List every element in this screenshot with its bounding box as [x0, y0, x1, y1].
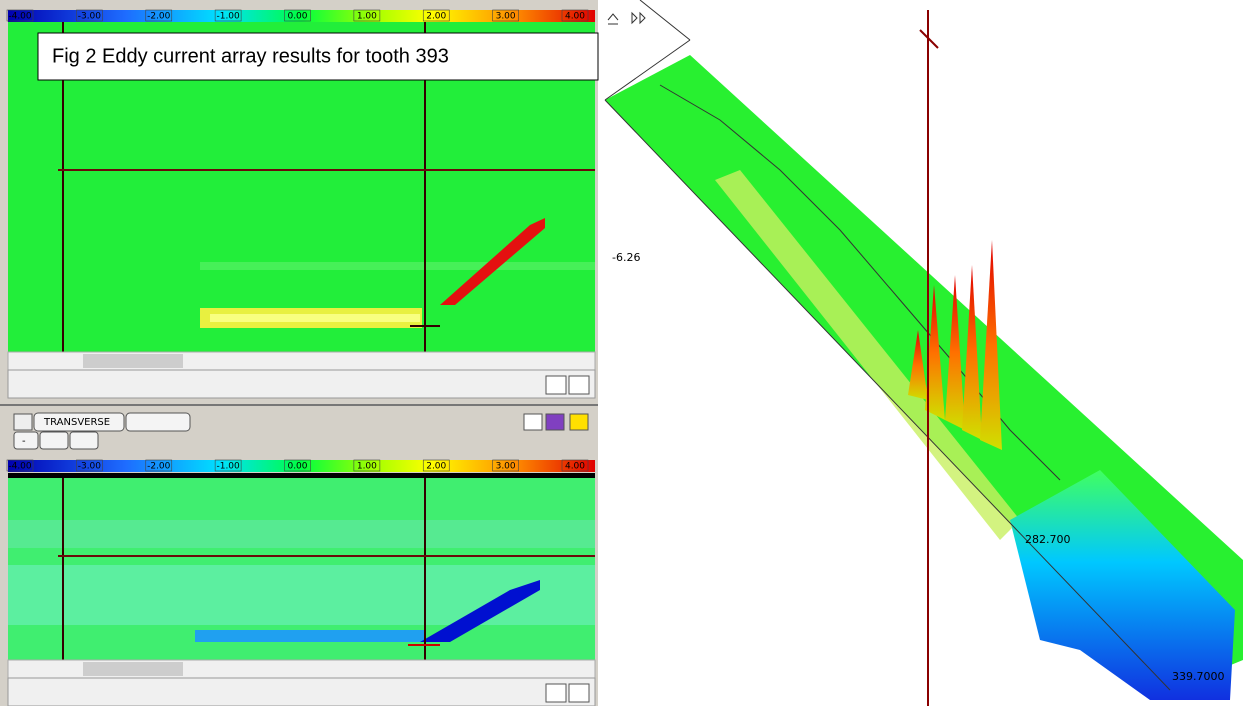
axis-label: -6.26	[612, 251, 640, 264]
button-label: -	[22, 436, 26, 447]
button[interactable]	[126, 413, 190, 431]
axis-label: 282.700	[1025, 533, 1071, 546]
button[interactable]	[14, 432, 38, 449]
axis-label: 339.7000	[1172, 670, 1225, 683]
scroll-thumb[interactable]	[83, 662, 183, 676]
indication-core	[210, 314, 420, 322]
scale-label: 1.00	[357, 12, 377, 22]
scale-label: 3.00	[496, 12, 516, 22]
scale-label: -2.00	[147, 462, 171, 472]
scale-label: -4.00	[8, 12, 32, 22]
icon-button[interactable]	[546, 376, 566, 394]
icon-button[interactable]	[524, 414, 542, 430]
scale-label: -2.00	[147, 12, 171, 22]
scale-label: 3.00	[496, 462, 516, 472]
scale-label: 2.00	[426, 462, 446, 472]
scale-label: 0.00	[287, 12, 307, 22]
texture	[200, 262, 595, 270]
indication-cyan	[195, 630, 425, 642]
scale-label: -1.00	[216, 462, 240, 472]
icon-button[interactable]	[546, 414, 564, 430]
button[interactable]	[40, 432, 68, 449]
view-icons[interactable]	[608, 13, 645, 24]
scale-label: 4.00	[565, 12, 585, 22]
screen: TRANSVERSE - Fig 2 Eddy current array re…	[0, 0, 1243, 706]
scale-label: 0.00	[287, 462, 307, 472]
scale-label: -1.00	[216, 12, 240, 22]
icon-button[interactable]	[569, 376, 589, 394]
border	[8, 473, 595, 478]
texture	[8, 520, 595, 548]
caption: Fig 2 Eddy current array results for too…	[52, 45, 449, 67]
icon-button[interactable]	[546, 684, 566, 702]
scroll-thumb[interactable]	[83, 354, 183, 368]
scale-label: -4.00	[8, 462, 32, 472]
scale-label: 4.00	[565, 462, 585, 472]
button[interactable]	[70, 432, 98, 449]
axis-line	[640, 0, 690, 40]
icon-button[interactable]	[14, 414, 32, 430]
icon-button[interactable]	[570, 414, 588, 430]
icon-button[interactable]	[569, 684, 589, 702]
status-area	[8, 678, 595, 706]
axis-line	[605, 100, 1170, 690]
surface-drop	[1010, 470, 1235, 700]
scale-label: -3.00	[78, 462, 102, 472]
scale-label: -3.00	[78, 12, 102, 22]
mode-label: TRANSVERSE	[43, 417, 110, 428]
scale-label: 1.00	[357, 462, 377, 472]
status-area	[8, 370, 595, 398]
scale-label: 2.00	[426, 12, 446, 22]
